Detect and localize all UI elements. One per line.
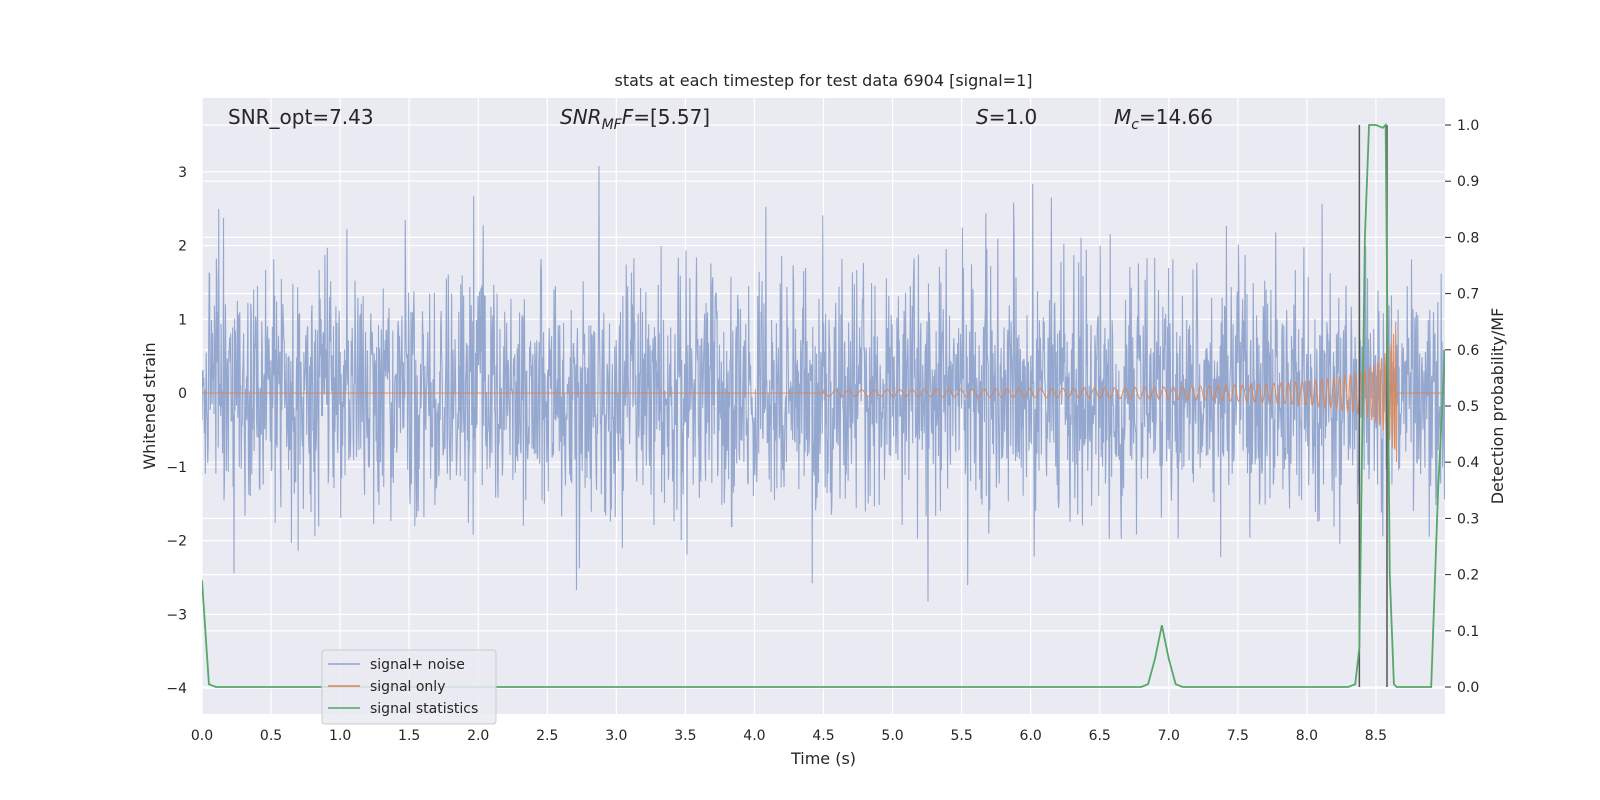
- x-tick-label: 0.5: [260, 728, 282, 744]
- y2-tick-label: 1.0: [1457, 118, 1479, 134]
- y2-tick-label: 0.0: [1457, 680, 1479, 696]
- y-tick-label: −4: [166, 681, 187, 697]
- annotation-mc: Mc=14.66: [1114, 105, 1213, 133]
- x-tick-label: 3.5: [674, 728, 696, 744]
- annotation-s-value: =1.0: [989, 105, 1038, 129]
- annotation-mc-sub: c: [1131, 117, 1139, 133]
- series-signal-only: [202, 321, 1445, 463]
- x-tick-label: 6.0: [1020, 728, 1042, 744]
- annotation-snr-mf-sub: MF: [602, 117, 623, 133]
- x-tick-label: 5.0: [881, 728, 903, 744]
- y2-tick-label: 0.3: [1457, 511, 1479, 527]
- x-tick-label: 2.5: [536, 728, 558, 744]
- series-line-signal-noise: [202, 166, 1445, 602]
- y-tick-label: 1: [178, 312, 187, 328]
- annotation-snr-mf-value: =[5.57]: [633, 105, 710, 129]
- x-tick-label: 7.0: [1158, 728, 1180, 744]
- axis-ticks: 0.0 0.5 1.0 1.5 2.0 2.5 3.0 3.5 4.0 4.5 5.0 5.5 6.0 6…: [166, 118, 1479, 744]
- legend-label-signal-only: signal only: [370, 679, 445, 695]
- y2-tick-label: 0.1: [1457, 624, 1479, 640]
- x-tick-label: 1.5: [398, 728, 420, 744]
- x-tick-label: 4.0: [743, 728, 765, 744]
- y2-tick-label: 0.2: [1457, 568, 1479, 584]
- series-line-signal-only: [202, 321, 1445, 463]
- x-tick-label: 8.5: [1365, 728, 1387, 744]
- x-tick-label: 0.0: [191, 728, 213, 744]
- y-tick-label: 2: [178, 239, 187, 255]
- chart-title: stats at each timestep for test data 690…: [614, 71, 1032, 90]
- y2-tick-label: 0.9: [1457, 174, 1479, 190]
- x-axis-label: Time (s): [790, 749, 856, 768]
- y-tick-label: 3: [178, 165, 187, 181]
- annotation-mc-value: =14.66: [1139, 105, 1213, 129]
- y2-tick-label: 0.7: [1457, 287, 1479, 303]
- x-tick-label: 6.5: [1089, 728, 1111, 744]
- y2-axis-label: Detection probability/MF: [1488, 308, 1507, 505]
- series-signal-noise: [202, 166, 1445, 602]
- annotation-snr-mf: SNRMFF=[5.57]: [560, 105, 710, 133]
- annotation-snr-mf-f: F: [622, 105, 634, 129]
- y2-tick-label: 0.4: [1457, 455, 1479, 471]
- x-tick-label: 7.5: [1227, 728, 1249, 744]
- annotation-s-main: S: [976, 105, 989, 129]
- x-tick-label: 4.5: [812, 728, 834, 744]
- legend-box: [321, 649, 497, 725]
- y-tick-label: −3: [166, 607, 187, 623]
- y-tick-label: 0: [178, 386, 187, 402]
- legend-label-signal-noise: signal+ noise: [370, 657, 465, 673]
- legend-label-signal-statistics: signal statistics: [370, 701, 478, 717]
- x-tick-label: 5.5: [950, 728, 972, 744]
- y-axis-label: Whitened strain: [140, 342, 159, 469]
- x-tick-label: 1.0: [329, 728, 351, 744]
- annotation-snr-mf-main: SNR: [560, 105, 602, 129]
- y-tick-label: −1: [166, 460, 187, 476]
- x-tick-label: 2.0: [467, 728, 489, 744]
- grid: [201, 98, 1445, 714]
- y-tick-label: −2: [166, 534, 187, 550]
- annotation-snr-opt: SNR_opt=7.43: [228, 105, 374, 129]
- y2-tick-label: 0.8: [1457, 230, 1479, 246]
- y2-tick-label: 0.5: [1457, 399, 1479, 415]
- y2-tick-label: 0.6: [1457, 343, 1479, 359]
- annotation-s: S=1.0: [976, 105, 1037, 129]
- legend: signal+ noise signal only signal statist…: [321, 649, 497, 725]
- annotation-mc-main: M: [1114, 105, 1131, 129]
- x-tick-label: 3.0: [605, 728, 627, 744]
- x-tick-label: 8.0: [1296, 728, 1318, 744]
